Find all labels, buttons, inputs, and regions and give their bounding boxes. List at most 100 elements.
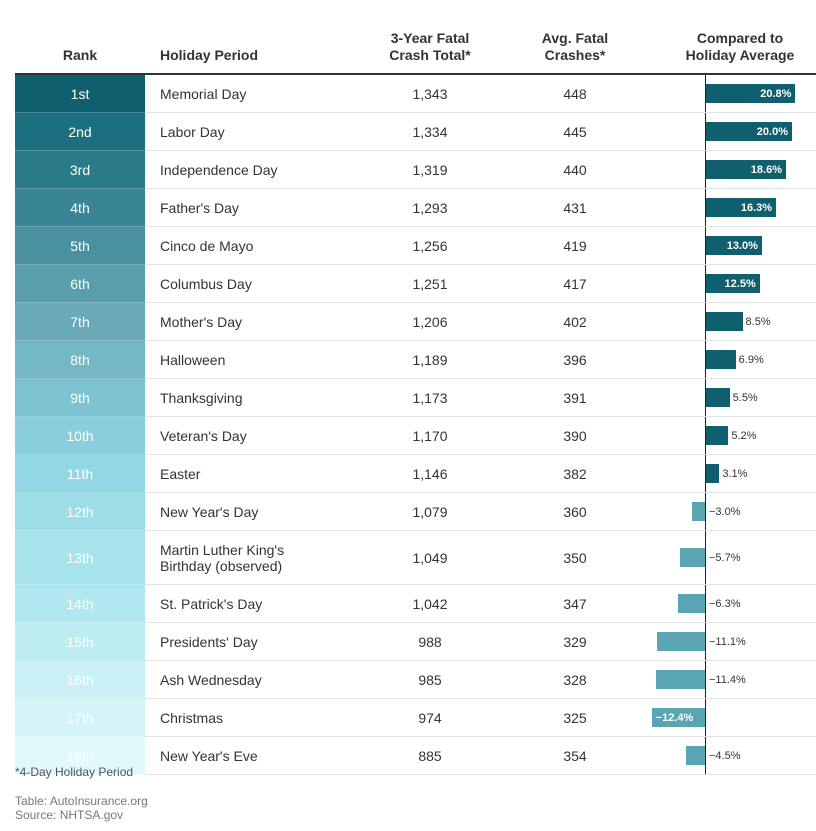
compare-bar — [706, 388, 730, 407]
compare-label: 6.9% — [738, 353, 764, 366]
table-row: 17th Christmas 974 325 −12.4% — [15, 698, 816, 737]
total-cell: 1,049 — [360, 530, 500, 585]
holiday-cell: St. Patrick's Day — [145, 584, 360, 623]
compare-cell: 5.5% — [650, 378, 816, 417]
zero-axis-line — [705, 75, 706, 112]
avg-cell: 391 — [500, 378, 650, 417]
zero-axis-line — [705, 113, 706, 150]
zero-axis-line — [705, 531, 706, 584]
compare-bar-box: 18.6% — [650, 151, 816, 188]
zero-axis-line — [705, 455, 706, 492]
compare-bar-box: 16.3% — [650, 189, 816, 226]
compare-label: 20.8% — [760, 87, 792, 100]
holiday-cell: Presidents' Day — [145, 622, 360, 661]
compare-label: −4.5% — [709, 749, 741, 762]
total-cell: 988 — [360, 622, 500, 661]
rank-cell: 13th — [15, 530, 145, 585]
rank-cell: 14th — [15, 584, 145, 623]
avg-cell: 417 — [500, 264, 650, 303]
table-row: 15th Presidents' Day 988 329 −11.1% — [15, 622, 816, 661]
table-row: 9th Thanksgiving 1,173 391 5.5% — [15, 378, 816, 417]
header-total[interactable]: 3-Year Fatal Crash Total* — [360, 0, 500, 75]
compare-label: 8.5% — [745, 315, 771, 328]
avg-cell: 448 — [500, 74, 650, 113]
holiday-crash-table: Rank Holiday Period 3-Year Fatal Crash To… — [15, 0, 816, 775]
avg-cell: 402 — [500, 302, 650, 341]
compare-bar-box: −5.7% — [650, 531, 816, 584]
compare-bar-box: −6.3% — [650, 585, 816, 622]
compare-cell: −6.3% — [650, 584, 816, 623]
total-cell: 1,146 — [360, 454, 500, 493]
rank-cell: 7th — [15, 302, 145, 341]
table-body: 1st Memorial Day 1,343 448 20.8% 2nd Labor Day… — [15, 74, 816, 775]
compare-cell: 16.3% — [650, 188, 816, 227]
table-row: 18th New Year's Eve 885 354 −4.5% — [15, 736, 816, 775]
compare-cell: −3.0% — [650, 492, 816, 531]
header-compare[interactable]: Compared to Holiday Average — [650, 0, 816, 75]
avg-cell: 382 — [500, 454, 650, 493]
compare-label: 16.3% — [740, 201, 773, 214]
compare-bar-box: −11.4% — [650, 661, 816, 698]
compare-bar-box: 12.5% — [650, 265, 816, 302]
zero-axis-line — [705, 341, 706, 378]
holiday-cell: New Year's Eve — [145, 736, 360, 775]
zero-axis-line — [705, 585, 706, 622]
header-avg-line1: Avg. Fatal — [541, 30, 609, 46]
rank-cell: 4th — [15, 188, 145, 227]
table-row: 7th Mother's Day 1,206 402 8.5% — [15, 302, 816, 341]
compare-label: 20.0% — [756, 125, 788, 138]
table-row: 14th St. Patrick's Day 1,042 347 −6.3% — [15, 584, 816, 623]
source-table: Table: AutoInsurance.org — [15, 794, 148, 808]
compare-label: 5.5% — [732, 391, 758, 404]
compare-cell: 8.5% — [650, 302, 816, 341]
compare-bar-box: −3.0% — [650, 493, 816, 530]
holiday-cell: Memorial Day — [145, 74, 360, 113]
compare-cell: −11.4% — [650, 660, 816, 699]
compare-cell: 6.9% — [650, 340, 816, 379]
compare-label: −12.4% — [655, 711, 694, 724]
zero-axis-line — [705, 417, 706, 454]
header-holiday[interactable]: Holiday Period — [145, 0, 360, 75]
compare-bar — [706, 312, 743, 331]
compare-bar — [706, 350, 736, 369]
header-total-line2: Crash Total* — [389, 47, 471, 63]
holiday-cell: Martin Luther King's Birthday (observed) — [145, 530, 360, 585]
total-cell: 1,079 — [360, 492, 500, 531]
rank-cell: 8th — [15, 340, 145, 379]
holiday-cell: Halloween — [145, 340, 360, 379]
avg-cell: 440 — [500, 150, 650, 189]
rank-cell: 17th — [15, 698, 145, 737]
header-avg[interactable]: Avg. Fatal Crashes* — [500, 0, 650, 75]
compare-cell: −4.5% — [650, 736, 816, 775]
compare-cell: 12.5% — [650, 264, 816, 303]
total-cell: 1,319 — [360, 150, 500, 189]
compare-bar — [651, 708, 705, 727]
total-cell: 885 — [360, 736, 500, 775]
compare-bar — [706, 426, 729, 445]
rank-cell: 6th — [15, 264, 145, 303]
total-cell: 1,170 — [360, 416, 500, 455]
rank-cell: 2nd — [15, 112, 145, 151]
compare-bar-box: 20.8% — [650, 75, 816, 112]
compare-cell: −12.4% — [650, 698, 816, 737]
rank-cell: 10th — [15, 416, 145, 455]
holiday-cell: Thanksgiving — [145, 378, 360, 417]
header-rank[interactable]: Rank — [15, 0, 145, 75]
compare-bar — [680, 548, 705, 567]
rank-cell: 5th — [15, 226, 145, 265]
table-row: 10th Veteran's Day 1,170 390 5.2% — [15, 416, 816, 455]
compare-bar-box: −11.1% — [650, 623, 816, 660]
total-cell: 1,256 — [360, 226, 500, 265]
zero-axis-line — [705, 227, 706, 264]
compare-bar — [677, 594, 705, 613]
total-cell: 1,189 — [360, 340, 500, 379]
total-cell: 1,042 — [360, 584, 500, 623]
holiday-cell: Independence Day — [145, 150, 360, 189]
holiday-cell: Easter — [145, 454, 360, 493]
compare-label: −11.4% — [709, 673, 746, 686]
compare-bar-box: 13.0% — [650, 227, 816, 264]
compare-cell: 3.1% — [650, 454, 816, 493]
holiday-cell: New Year's Day — [145, 492, 360, 531]
holiday-cell: Father's Day — [145, 188, 360, 227]
rank-cell: 3rd — [15, 150, 145, 189]
